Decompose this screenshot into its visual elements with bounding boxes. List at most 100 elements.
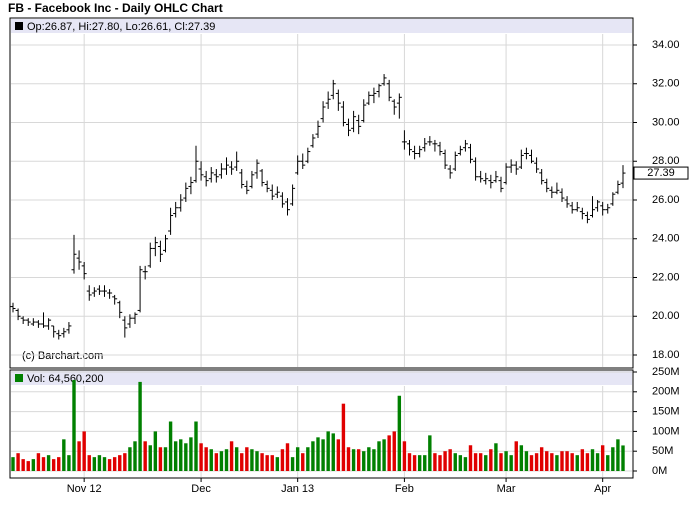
volume-bar <box>295 447 300 471</box>
volume-bar <box>311 441 315 471</box>
x-tick-label: Jan 13 <box>281 483 314 495</box>
volume-bar <box>31 459 36 471</box>
volume-bar <box>173 441 178 471</box>
x-tick-label: Apr <box>594 483 611 495</box>
volume-bar <box>494 443 498 471</box>
volume-bar <box>240 453 244 471</box>
volume-bar <box>77 441 81 471</box>
volume-bar <box>468 445 473 471</box>
volume-bar <box>16 453 20 471</box>
volume-bar <box>112 457 117 471</box>
volume-bar <box>402 441 407 471</box>
volume-legend: Vol: 64,560,200 <box>27 373 103 385</box>
volume-legend-swatch <box>15 374 23 382</box>
volume-bar <box>555 455 559 471</box>
volume-bar <box>331 433 335 471</box>
volume-bar <box>407 453 412 471</box>
volume-tick-label: 50M <box>652 445 673 457</box>
volume-bar <box>107 459 112 471</box>
volume-bar <box>219 451 224 471</box>
volume-bar <box>316 437 320 471</box>
volume-bar <box>87 455 91 471</box>
volume-bar <box>275 457 280 471</box>
volume-bar <box>621 445 625 471</box>
volume-bar <box>179 439 183 471</box>
volume-bar <box>67 455 71 471</box>
volume-bar <box>560 451 564 471</box>
price-panel <box>9 17 634 369</box>
volume-bar <box>128 447 132 471</box>
volume-bar <box>260 453 264 471</box>
volume-bar <box>62 439 66 471</box>
volume-bar <box>21 459 25 471</box>
price-legend-bar <box>11 19 632 33</box>
volume-bar <box>204 447 208 471</box>
marks <box>10 74 626 471</box>
volume-bar <box>565 451 569 471</box>
volume-bar <box>595 453 600 471</box>
volume-bar <box>123 453 127 471</box>
volume-bar <box>550 453 554 471</box>
volume-tick-label: 200M <box>652 386 680 398</box>
volume-bar <box>184 443 188 471</box>
volume-bar <box>458 455 463 471</box>
volume-bar <box>585 453 590 471</box>
y-tick-label: 34.00 <box>652 39 680 51</box>
volume-bar <box>245 447 249 471</box>
x-tick-label: Feb <box>395 483 414 495</box>
volume-bar <box>478 453 483 471</box>
grid <box>11 34 632 477</box>
volume-bar <box>250 449 254 471</box>
volume-bar <box>51 459 56 471</box>
volume-bar <box>97 455 102 471</box>
y-tick-label: 24.00 <box>652 233 680 245</box>
volume-bar <box>611 447 615 471</box>
y-tick-label: 28.00 <box>652 155 680 167</box>
volume-bar <box>41 457 46 471</box>
y-tick-label: 22.00 <box>652 271 680 283</box>
volume-bar <box>209 449 213 471</box>
volume-bar <box>489 449 493 471</box>
volume-bar <box>423 455 427 471</box>
volume-bar <box>356 449 361 471</box>
volume-bar <box>443 451 447 471</box>
volume-bar <box>26 461 30 471</box>
volume-bar <box>57 457 61 471</box>
volume-tick-label: 0M <box>652 465 667 477</box>
volume-bar <box>600 445 605 471</box>
volume-bar <box>453 453 457 471</box>
volume-bar <box>234 447 239 471</box>
volume-bar <box>529 455 534 471</box>
volume-bar <box>575 455 579 471</box>
volume-bar <box>46 455 51 471</box>
volume-bar <box>148 445 152 471</box>
volume-bar <box>133 441 137 471</box>
volume-bar <box>280 449 285 471</box>
volume-bar <box>534 453 539 471</box>
volume-bar <box>270 455 274 471</box>
volume-bar <box>285 443 290 471</box>
volume-legend-bar <box>11 371 632 385</box>
y-tick-label: 20.00 <box>652 310 680 322</box>
y-tick-label: 26.00 <box>652 194 680 206</box>
volume-tick-label: 100M <box>652 425 680 437</box>
last-price-tag <box>633 166 689 180</box>
volume-bar <box>199 443 203 471</box>
price-legend: Op:26.87, Hi:27.80, Lo:26.61, Cl:27.39 <box>27 21 215 33</box>
volume-bar <box>351 449 356 471</box>
y-tick-label: 30.00 <box>652 116 680 128</box>
volume-bar <box>321 439 325 471</box>
last-price-label: 27.39 <box>647 167 675 179</box>
x-tick-label: Dec <box>191 483 211 495</box>
volume-bar <box>448 449 452 471</box>
volume-bar <box>377 441 381 471</box>
volume-bar <box>499 453 503 471</box>
volume-bar <box>92 457 97 471</box>
volume-bar <box>301 453 305 471</box>
volume-bar <box>341 403 346 471</box>
volume-bar <box>514 441 518 471</box>
volume-bar <box>387 435 391 471</box>
volume-bar <box>224 449 229 471</box>
volume-bar <box>392 431 396 471</box>
